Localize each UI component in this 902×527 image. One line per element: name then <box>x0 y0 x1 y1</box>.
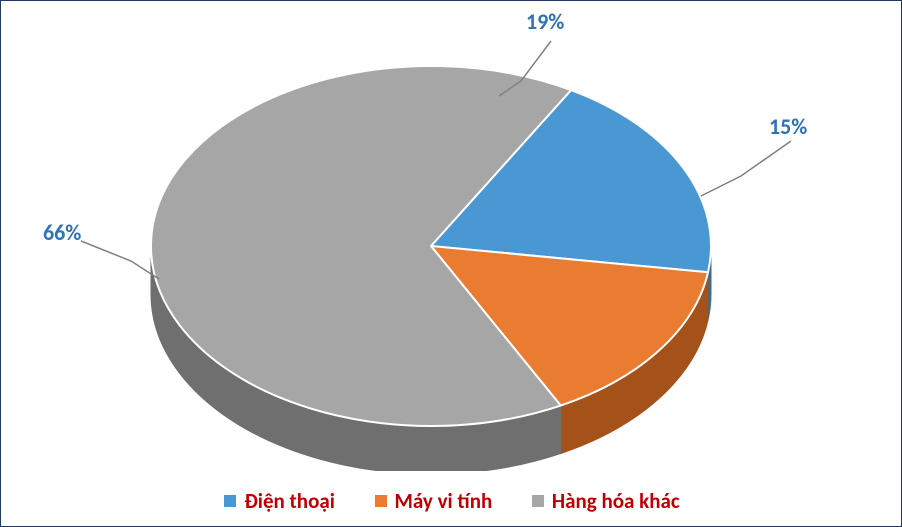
legend-label-other: Hàng hóa khác <box>552 488 680 514</box>
legend-swatch-other <box>532 495 544 507</box>
data-label-phone: 19% <box>526 8 564 35</box>
data-label-other: 66% <box>43 219 81 246</box>
legend-item-phone: Điện thoại <box>224 488 335 514</box>
legend-label-phone: Điện thoại <box>244 488 335 514</box>
chart-frame: 19% 15% 66% Điện thoại Máy vi tính Hàng … <box>0 0 902 527</box>
legend: Điện thoại Máy vi tính Hàng hóa khác <box>1 488 902 514</box>
pie-chart <box>1 1 902 471</box>
legend-item-other: Hàng hóa khác <box>532 488 680 514</box>
legend-label-computer: Máy vi tính <box>395 488 493 514</box>
data-label-computer: 15% <box>769 113 807 140</box>
legend-swatch-computer <box>375 495 387 507</box>
pie-svg <box>1 1 902 471</box>
legend-swatch-phone <box>224 495 236 507</box>
legend-item-computer: Máy vi tính <box>375 488 493 514</box>
